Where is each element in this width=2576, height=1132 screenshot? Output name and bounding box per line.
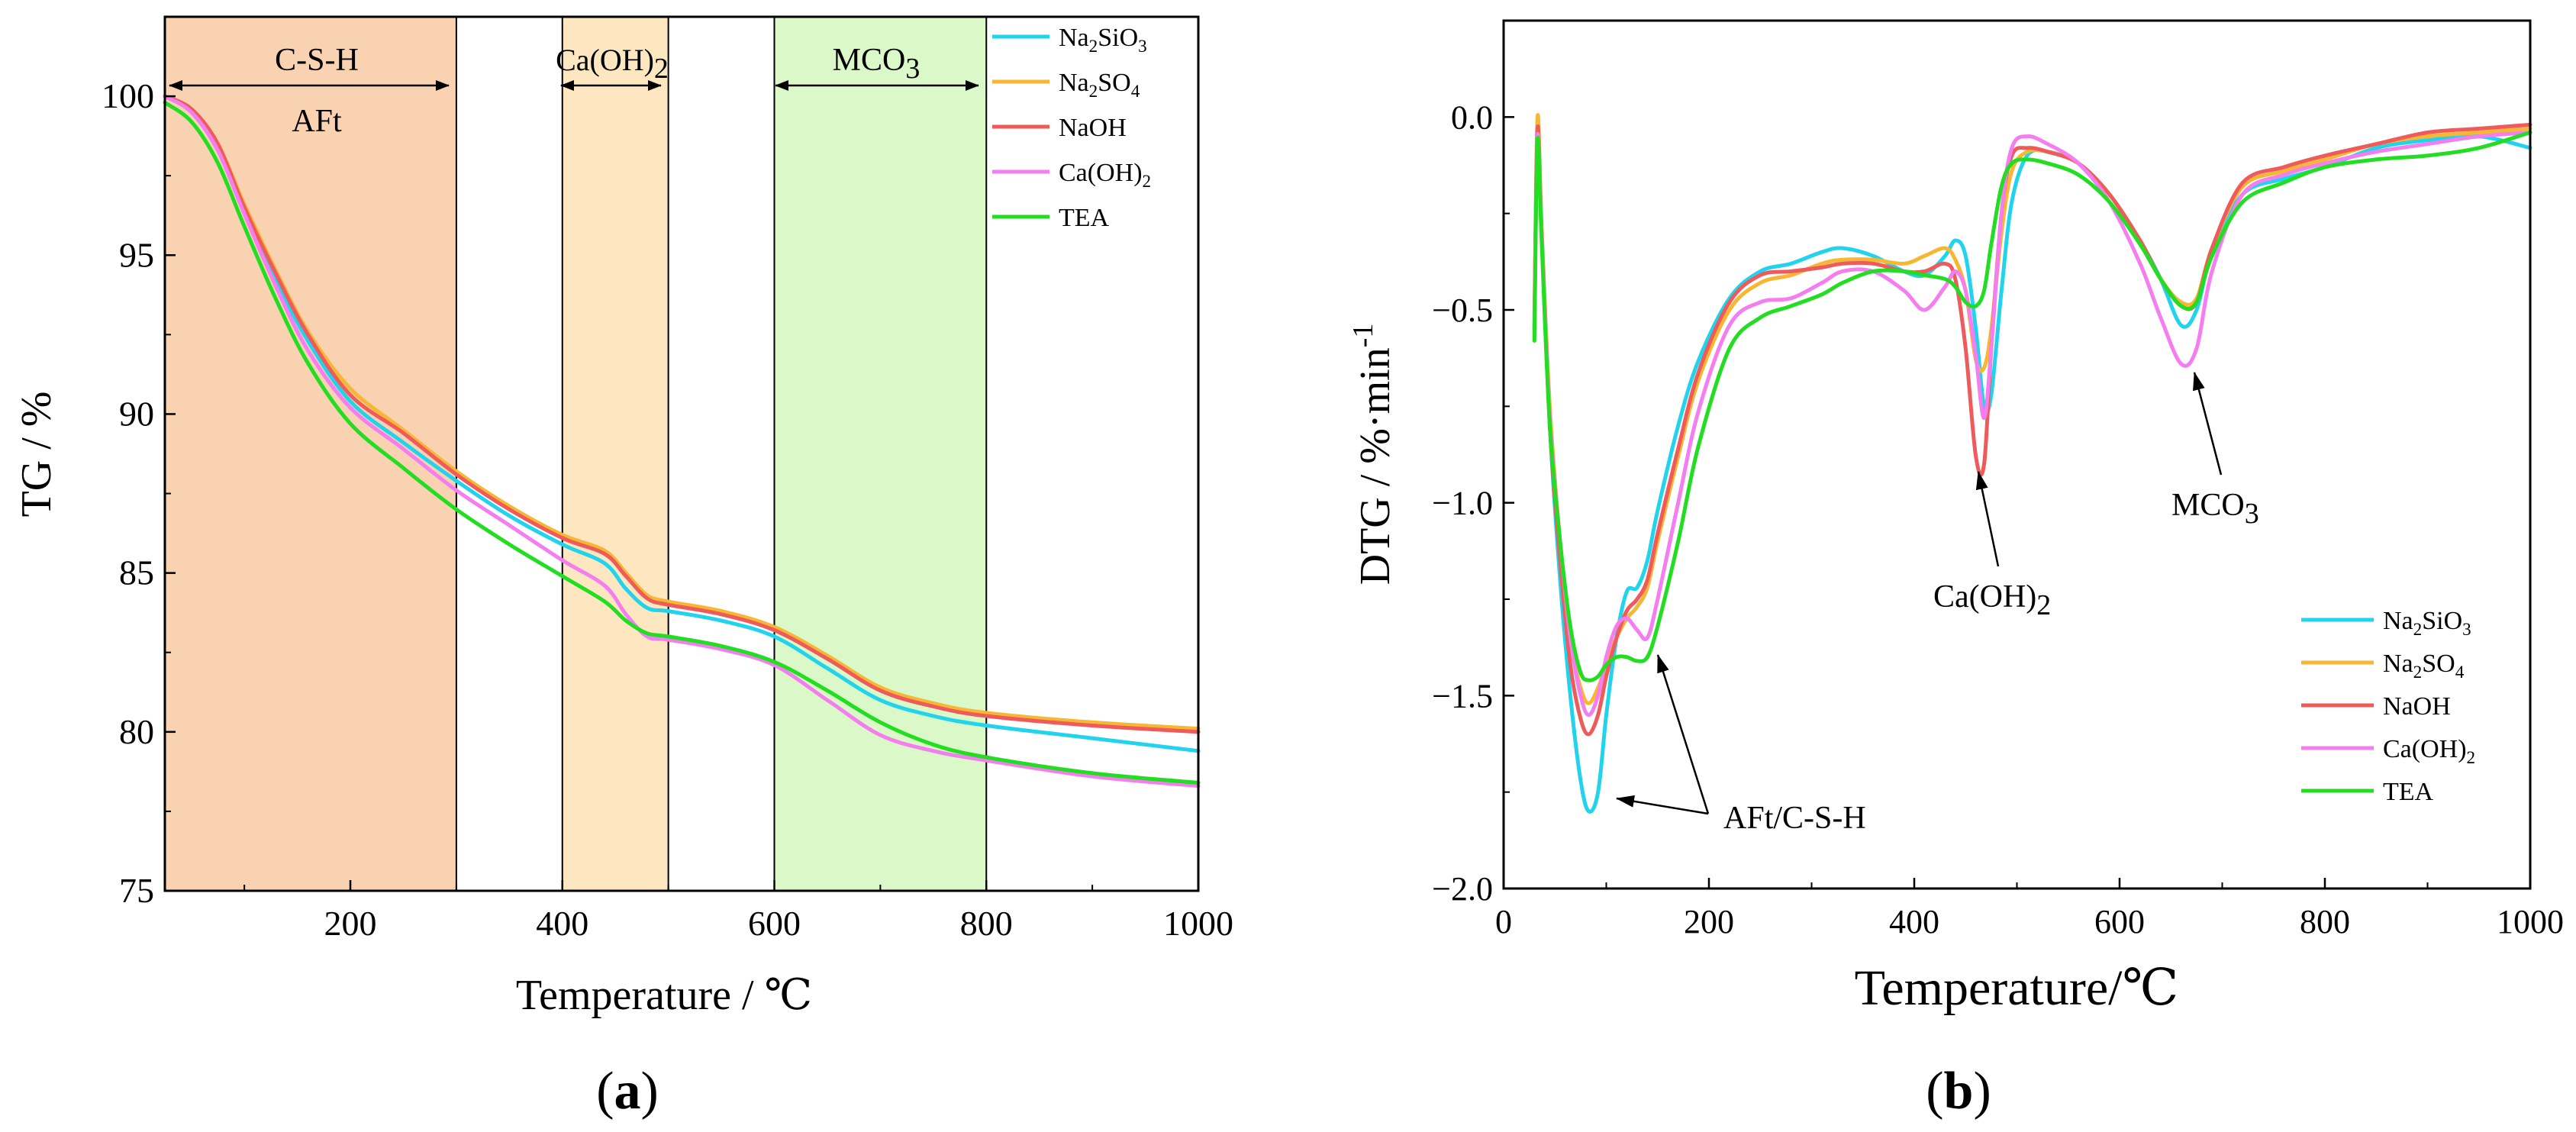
panel-b-y-ticks: −2.0 −1.5 −1.0 −0.5 0.0 <box>1432 20 1514 908</box>
panel-b-series-tea <box>1532 131 2532 682</box>
panel-a-legend-label-na2sio3: Na2SiO3 <box>1059 24 1147 56</box>
caoh2-label: Ca(OH)2 <box>1933 579 2051 621</box>
panel-a-label: (a) <box>596 1062 659 1121</box>
panel-a-x-tick-label: 800 <box>960 904 1013 943</box>
panel-b-y-tick-label: −2.0 <box>1432 870 1493 908</box>
panel-b-x-tick-label: 800 <box>2300 903 2350 940</box>
panel-b-legend: Na2SiO3 Na2SO4 NaOH Ca(OH)2 TEA <box>2301 607 2475 806</box>
mco3-label: MCO3 <box>2171 488 2259 530</box>
panel-a-legend-label-na2so4: Na2SO4 <box>1059 69 1140 102</box>
panel-b-legend-label-na2so4: Na2SO4 <box>2383 650 2465 682</box>
panel-a-y-tick-label: 75 <box>119 871 154 910</box>
panel-b-legend-label-naoh: NaOH <box>2383 692 2451 721</box>
panel-b-series <box>1532 113 2532 814</box>
panel-b-legend-label-tea: TEA <box>2383 778 2434 806</box>
panel-b-aft-csh-annotation: AFt/C-S-H <box>1616 654 1866 836</box>
panel-a-legend-label-caoh2: Ca(OH)2 <box>1059 159 1151 192</box>
panel-a-bands <box>164 16 988 892</box>
panel-a-legend: Na2SiO3 Na2SO4 NaOH Ca(OH)2 TEA <box>992 24 1151 232</box>
panel-a-band-caoh2-annotation: Ca(OH)2 <box>556 43 669 91</box>
panel-a-y-tick-label: 90 <box>119 394 154 433</box>
panel-a-band-csh-annotation: C-S-H AFt <box>169 43 450 139</box>
panel-a-y-tick-label: 80 <box>119 712 154 751</box>
band-csh-label-top: C-S-H <box>275 43 359 78</box>
panel-a-y-tick-label: 100 <box>102 76 154 115</box>
panel-a-x-tick-label: 200 <box>324 904 377 943</box>
panel-a-x-tick-label: 1000 <box>1163 904 1233 943</box>
aft-csh-arrow-2 <box>1656 654 1710 814</box>
panel-b-x-tick-label: 400 <box>1889 903 1939 940</box>
panel-a-legend-label-tea: TEA <box>1059 204 1110 232</box>
panel-a-band-mco3-annotation: MCO3 <box>775 43 979 91</box>
panel-a-series-tea <box>163 100 1201 785</box>
panel-a-x-axis-label: Temperature / ℃ <box>516 972 812 1019</box>
panel-a-y-axis-label: TG / % <box>13 392 60 518</box>
panel-b-dtg-chart: 0 200 400 600 800 1000 −2.0 −1.5 −1.0 −0.5 0.0 AF… <box>1347 19 2564 1121</box>
aft-csh-label: AFt/C-S-H <box>1723 801 1866 836</box>
panel-b-legend-label-caoh2: Ca(OH)2 <box>2383 735 2475 768</box>
panel-b-x-tick-label: 600 <box>2094 903 2145 940</box>
panel-b-series-naoh <box>1532 122 2532 737</box>
panel-a-band-mco3 <box>773 16 988 892</box>
panel-b-y-tick-label: −1.0 <box>1432 485 1493 522</box>
panel-a-series-na2sio3 <box>163 94 1201 753</box>
panel-b-caoh2-annotation: Ca(OH)2 <box>1933 471 2051 621</box>
panel-b-x-tick-label: 1000 <box>2497 903 2564 940</box>
panel-b-series-caoh2 <box>1532 131 2532 718</box>
panel-a-x-ticks: 200 400 600 800 1000 <box>243 880 1233 943</box>
panel-b-x-tick-label: 0 <box>1495 903 1512 940</box>
panel-b-x-axis-label: Temperature/℃ <box>1855 960 2179 1016</box>
panel-a-y-tick-label: 95 <box>119 235 154 274</box>
panel-a-series-caoh2 <box>163 94 1201 789</box>
caoh2-arrow <box>1975 471 2000 567</box>
aft-csh-arrow-1 <box>1616 795 1709 815</box>
panel-b-y-tick-label: 0.0 <box>1451 98 1493 136</box>
panel-a-band-caoh2 <box>561 16 669 892</box>
panel-a-legend-label-naoh: NaOH <box>1059 114 1127 142</box>
panel-a-series-naoh <box>163 94 1201 734</box>
panel-b-y-tick-label: −1.5 <box>1432 677 1493 714</box>
panel-b-y-tick-label: −0.5 <box>1432 292 1493 329</box>
panel-b-y-axis-label: DTG / %·min-1 <box>1347 324 1399 585</box>
panel-b-mco3-annotation: MCO3 <box>2171 372 2259 530</box>
panel-a-y-tick-label: 85 <box>119 553 154 592</box>
band-caoh2-label: Ca(OH)2 <box>556 43 669 85</box>
panel-b-legend-label-na2sio3: Na2SiO3 <box>2383 607 2471 640</box>
panel-a-tg-chart: 200 400 600 800 1000 75 80 85 90 95 100 C-S-H AFt… <box>13 15 1233 1121</box>
panel-a-y-ticks: 75 80 85 90 95 100 <box>102 16 176 910</box>
panel-a-series <box>163 94 1201 789</box>
mco3-arrow <box>2193 372 2223 476</box>
panel-a-x-tick-label: 600 <box>748 904 801 943</box>
panel-a-x-tick-label: 400 <box>536 904 588 943</box>
panel-b-x-ticks: 0 200 400 600 800 1000 <box>1495 878 2564 940</box>
band-mco3-label: MCO3 <box>833 43 920 85</box>
panel-a-plot-frame <box>163 15 1200 892</box>
panel-b-label: (b) <box>1926 1062 1991 1121</box>
panel-b-x-tick-label: 200 <box>1684 903 1734 940</box>
band-csh-label-bottom: AFt <box>292 104 342 139</box>
